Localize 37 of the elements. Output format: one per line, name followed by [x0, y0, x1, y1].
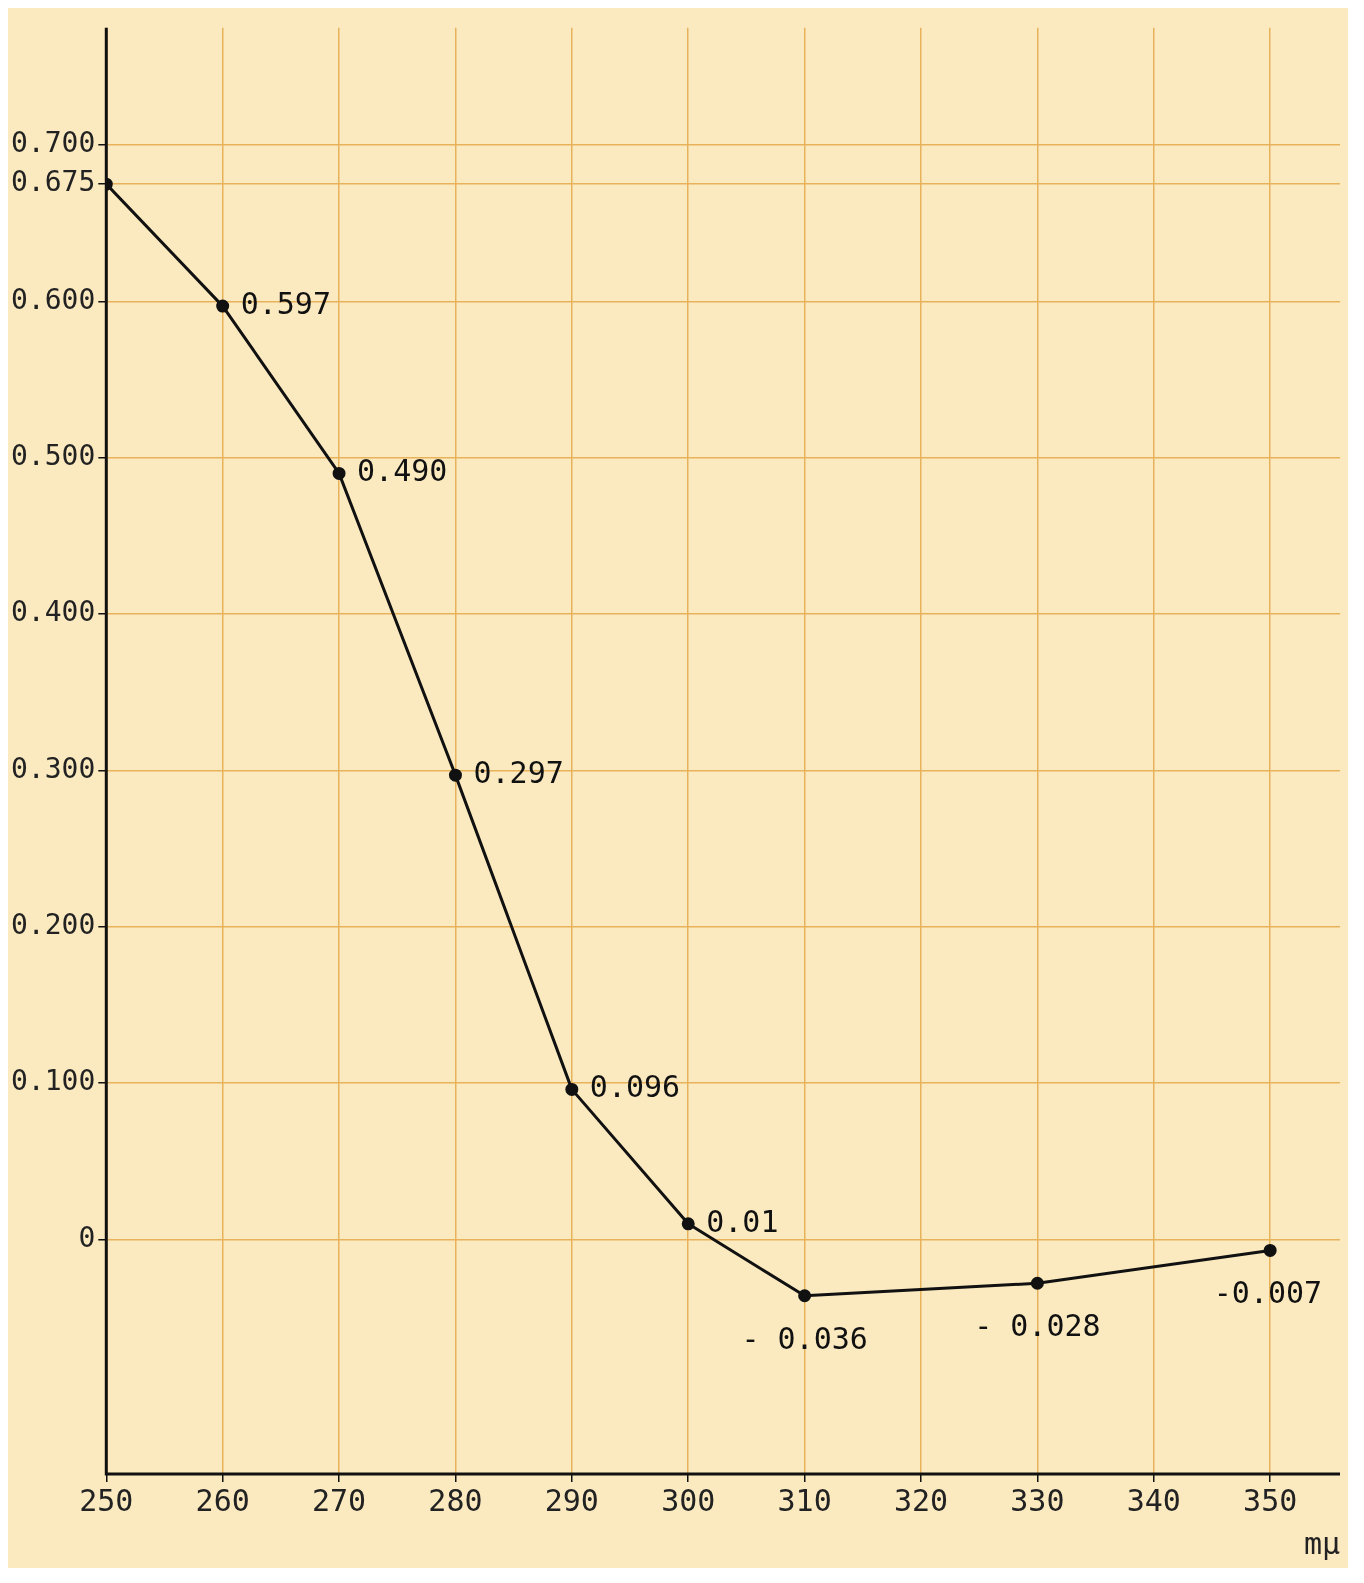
- point: [798, 1289, 812, 1303]
- y-tick-label: 0.300: [10, 751, 96, 785]
- data-label: - 0.036: [741, 1320, 868, 1356]
- x-tick-label: 340: [1126, 1482, 1181, 1518]
- x-tick-label: 350: [1243, 1482, 1298, 1518]
- y-tick-label: 0.700: [10, 126, 96, 160]
- x-tick-label: 250: [79, 1482, 134, 1518]
- data-label: -0.007: [1213, 1275, 1323, 1311]
- x-tick-label: 330: [1010, 1482, 1065, 1518]
- y-tick-label: 0.500: [10, 439, 96, 473]
- y-tick-label: 0.200: [10, 908, 96, 942]
- y-tick-label: 0.675: [10, 165, 96, 199]
- x-tick-label: 320: [893, 1482, 949, 1518]
- data-label: 0.01: [706, 1203, 779, 1239]
- point: [1263, 1243, 1277, 1257]
- y-tick-label: 0: [78, 1220, 96, 1254]
- point: [1030, 1276, 1044, 1290]
- y-tick-label: 0.400: [10, 595, 96, 629]
- x-tick-label: 310: [777, 1482, 832, 1518]
- x-tick-label: 290: [544, 1482, 599, 1518]
- y-tick-label: 0.600: [10, 282, 96, 316]
- point: [216, 299, 230, 313]
- data-label: 0.096: [589, 1069, 681, 1105]
- x-tick-label: 270: [311, 1482, 367, 1518]
- point: [448, 768, 462, 782]
- data-label: 0.597: [240, 285, 331, 321]
- point: [681, 1217, 695, 1231]
- point: [332, 466, 346, 480]
- x-tick-label: 260: [195, 1482, 250, 1518]
- y-tick-label: 0.100: [10, 1064, 96, 1098]
- data-label: 0.490: [357, 453, 448, 489]
- data-label: 0.297: [473, 754, 564, 790]
- x-axis-title: mμ: [1303, 1525, 1340, 1561]
- x-tick-label: 300: [661, 1482, 716, 1518]
- point: [565, 1082, 579, 1096]
- x-tick-label: 280: [428, 1482, 483, 1518]
- data-label: - 0.028: [974, 1308, 1101, 1344]
